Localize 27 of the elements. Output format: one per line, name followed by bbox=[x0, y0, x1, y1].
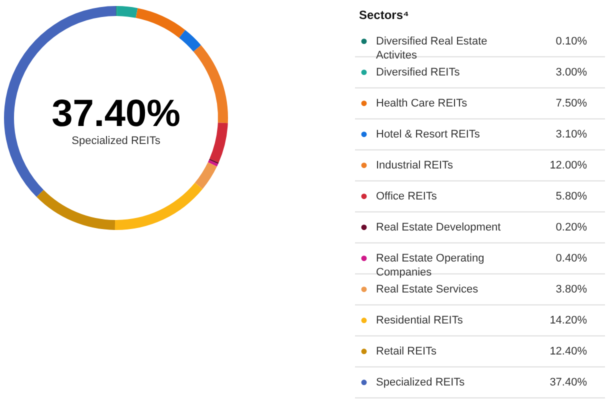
legend-label: Real Estate Development bbox=[376, 221, 501, 234]
legend-label: Industrial REITs bbox=[376, 159, 454, 172]
legend-label: Specialized REITs bbox=[376, 376, 466, 388]
data-label: 12.00% bbox=[550, 159, 588, 172]
data-label: 7.50% bbox=[556, 97, 588, 110]
data-label: 0.40% bbox=[556, 252, 588, 264]
data-label: 14.20% bbox=[550, 314, 588, 326]
legend-label: Real Estate Operating Companies bbox=[376, 252, 484, 278]
legend-label: Retail REITs bbox=[376, 345, 438, 358]
data-label: 0.10% bbox=[556, 35, 588, 48]
data-label: 5.80% bbox=[556, 190, 588, 202]
legend-label: Diversified REITs bbox=[376, 66, 460, 78]
legend-title: Sectors⁴ bbox=[359, 8, 410, 22]
legend-label: Health Care REITs bbox=[376, 97, 468, 110]
data-label: 0.20% bbox=[556, 221, 588, 234]
legend-label: Hotel & Resort REITs bbox=[376, 128, 480, 140]
data-label: 3.00% bbox=[556, 66, 588, 78]
text: 37.40% bbox=[52, 93, 180, 135]
legend-label: Residential REITs bbox=[376, 314, 464, 326]
data-label: 12.40% bbox=[550, 345, 588, 358]
data-label: 3.10% bbox=[556, 128, 588, 140]
legend-label: Real Estate Services bbox=[376, 283, 479, 296]
text: Specialized REITs bbox=[72, 135, 161, 147]
data-label: 37.40% bbox=[550, 376, 588, 388]
data-label: 3.80% bbox=[556, 283, 588, 296]
legend-label: Office REITs bbox=[376, 190, 438, 202]
legend-label: Diversified Real Estate Activites bbox=[376, 35, 488, 62]
